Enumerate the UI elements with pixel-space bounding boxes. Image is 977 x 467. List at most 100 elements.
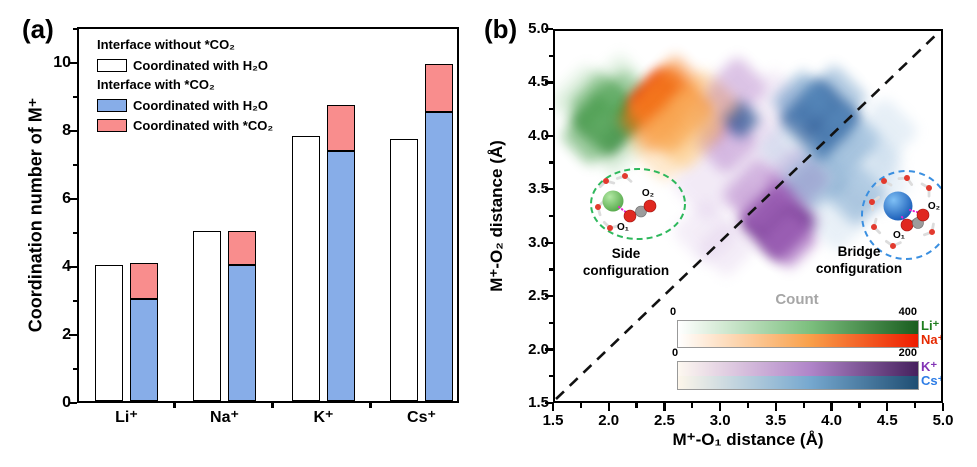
- panel-a-x-minor-tick: [271, 403, 274, 408]
- panel-b-x-minor-tick: [914, 403, 917, 408]
- panel-b-x-major-tick: [941, 403, 945, 411]
- panel-a-plot-area: Interface without *CO₂ Coordinated with …: [77, 27, 459, 403]
- legend-header-with-co2: Interface with *CO₂: [97, 77, 215, 92]
- water-molecule: [869, 195, 880, 212]
- panel-b-x-tick-label: 1.5: [542, 412, 564, 429]
- panel-a-y-major-tick: [69, 129, 77, 133]
- panel-b-x-tick-label: 4.0: [821, 412, 842, 429]
- panel-a-label: (a): [22, 14, 54, 44]
- panel-a-y-tick-label: 2: [62, 326, 71, 343]
- bar-with-co2-co2-0: [130, 263, 158, 299]
- colorbar-li-gradient: [678, 321, 918, 334]
- panel-b-x-tick-label: 2.5: [653, 412, 675, 429]
- panel-b-x-tick-label: 3.0: [709, 412, 731, 429]
- panel-a-y-minor-tick: [72, 163, 77, 167]
- panel-a-y-tick-label: 10: [53, 54, 71, 71]
- side-dashed-ellipse: [590, 168, 686, 240]
- panel-a-y-major-tick: [69, 333, 77, 337]
- panel-b-y-major-tick: [545, 134, 553, 138]
- bridge-label-line1: Bridge: [837, 244, 881, 259]
- panel-b-y-axis-title: M⁺-O₂ distance (Å): [487, 140, 506, 292]
- colorbar1-max-label: 400: [898, 306, 917, 318]
- panel-b-plot-area: O₂ O₁ Side configuration O₁ O₂: [553, 29, 943, 403]
- bridge-configuration-inset: O₁ O₂: [861, 170, 941, 260]
- colorbar-k-gradient: [678, 362, 918, 376]
- bar-with-co2-h2o-0: [130, 299, 158, 401]
- panel-b-x-major-tick: [607, 403, 610, 411]
- panel-b-y-minor-tick: [548, 375, 553, 378]
- panel-b-y-major-tick: [545, 294, 553, 298]
- panel-a-y-tick-label: 0: [62, 394, 71, 411]
- panel-b-x-major-tick: [886, 403, 889, 411]
- bar-with-co2-h2o-3: [425, 112, 453, 401]
- bar-with-co2-co2-2: [327, 105, 355, 152]
- side-configuration-inset: O₂ O₁: [590, 168, 686, 240]
- panel-a-y-tick-label: 4: [62, 258, 71, 275]
- co2-oxygen-o2: [643, 199, 657, 213]
- co2-oxygen-o1: [623, 209, 637, 223]
- bar-without-co2-1: [193, 231, 221, 401]
- cation-sphere-green: [602, 190, 624, 212]
- bridge-label-line2: configuration: [815, 261, 903, 276]
- panel-a-x-minor-tick: [173, 403, 176, 408]
- bar-without-co2-2: [292, 135, 320, 401]
- panel-b-x-tick-label: 3.5: [765, 412, 787, 429]
- panel-b-y-major-tick: [545, 81, 553, 84]
- water-molecule: [595, 199, 606, 217]
- panel-a-x-minor-tick: [369, 403, 372, 408]
- bar-without-co2-3: [390, 139, 418, 401]
- panel-b-y-minor-tick: [548, 214, 553, 218]
- legend-label-blue: Coordinated with H₂O: [133, 97, 269, 113]
- bar-with-co2-h2o-2: [327, 151, 355, 401]
- water-molecule: [602, 220, 620, 231]
- panel-b-x-axis-title: M⁺-O₁ distance (Å): [672, 430, 824, 449]
- panel-b-x-minor-tick: [802, 403, 805, 408]
- panel-b-y-major-tick: [545, 188, 553, 191]
- diagonal-reference-line: [555, 31, 940, 400]
- panel-b-x-major-tick: [774, 403, 777, 411]
- panel-b-x-major-tick: [663, 403, 666, 411]
- legend-swatch-white: [97, 58, 127, 72]
- co2-carbon: [635, 205, 647, 218]
- water-molecule: [897, 175, 914, 186]
- panel-b-x-tick-label: 4.5: [876, 412, 898, 429]
- panel-b-x-tick-label: 2.0: [598, 412, 620, 429]
- panel-b-y-minor-tick: [548, 54, 553, 57]
- bar-with-co2-co2-3: [425, 64, 453, 112]
- panel-b-x-tick-label: 5.0: [932, 412, 954, 429]
- panel-a-y-major-tick: [69, 61, 77, 65]
- legend-header-without-co2: Interface without *CO₂: [97, 37, 235, 52]
- panel-a-y-tick-label: 6: [62, 190, 71, 207]
- bridge-dashed-circle: [861, 170, 941, 260]
- panel-b-y-tick-label: 3.5: [528, 180, 549, 198]
- legend-label-white: Coordinated with H₂O: [133, 57, 269, 73]
- colorbar-na-label: Na⁺: [921, 332, 943, 347]
- panel-b-x-minor-tick: [635, 403, 638, 408]
- panel-b-y-minor-tick: [548, 161, 553, 164]
- water-molecule: [923, 222, 935, 237]
- o2-label: O₂: [928, 201, 940, 212]
- colorbar-li-label: Li⁺: [921, 318, 940, 333]
- panel-b-y-major-tick: [545, 241, 553, 244]
- colorbar-cs-label: Cs⁺: [921, 373, 943, 388]
- panel-b-x-major-tick: [830, 403, 833, 411]
- colorbar-cs-gradient: [678, 375, 918, 389]
- colorbar1-min-label: 0: [670, 306, 677, 318]
- panel-a-category-label-2: K⁺: [313, 409, 334, 426]
- side-label-line2: configuration: [582, 263, 670, 278]
- bar-without-co2-0: [95, 265, 123, 401]
- water-molecule: [598, 178, 616, 189]
- colorbar2-max-label: 200: [898, 347, 917, 359]
- panel-b-y-major-tick: [545, 27, 553, 31]
- legend-row-white: Coordinated with H₂O: [97, 55, 273, 75]
- panel-b-y-tick-label: 5.0: [528, 20, 549, 37]
- panel-a-legend: Interface without *CO₂ Coordinated with …: [97, 35, 273, 135]
- panel-a-y-major-tick: [69, 265, 77, 269]
- panel-b-x-minor-tick: [579, 403, 582, 408]
- panel-b-y-major-tick: [545, 348, 553, 351]
- o2-label: O₂: [642, 188, 654, 199]
- bridge-configuration-label: Bridge configuration: [805, 243, 913, 277]
- water-molecule: [615, 173, 633, 183]
- panel-b-y-minor-tick: [548, 108, 553, 111]
- panel-b-x-minor-tick: [858, 403, 861, 408]
